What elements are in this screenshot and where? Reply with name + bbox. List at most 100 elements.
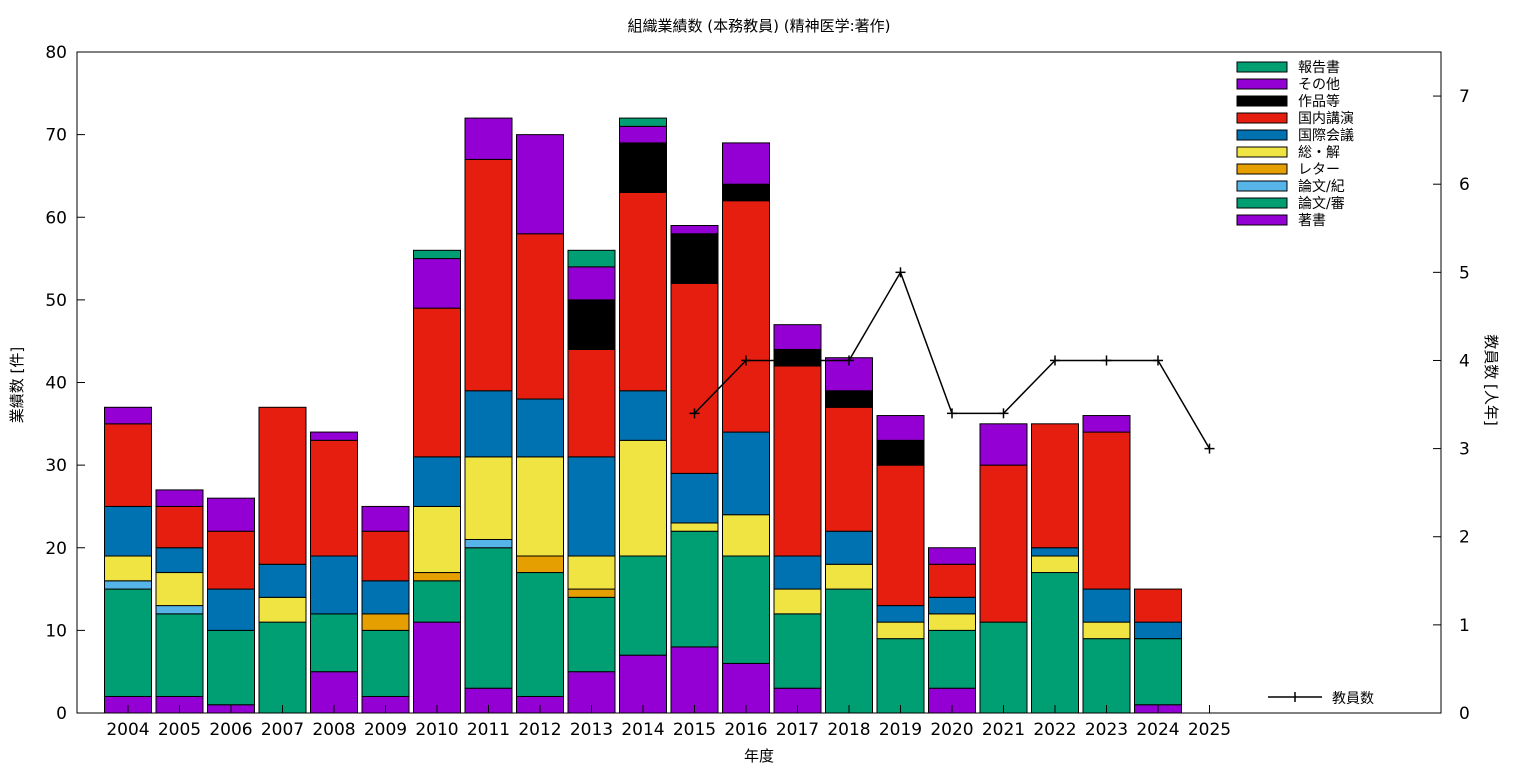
bar-segment-2018-7 bbox=[825, 390, 873, 408]
bar-segment-2004-8 bbox=[104, 406, 152, 425]
bar-segment-2015-5 bbox=[670, 472, 719, 524]
line-point-2016 bbox=[741, 355, 751, 366]
bar-segment-2010-6 bbox=[413, 307, 461, 458]
bar-segment-2005-6 bbox=[155, 505, 204, 549]
bar-segment-2024-5 bbox=[1134, 621, 1182, 640]
bar-segment-2013-8 bbox=[567, 266, 616, 301]
x-tick-label: 2005 bbox=[158, 720, 201, 740]
legend-item: 論文/紀 bbox=[1236, 179, 1345, 195]
bar-segment-2022-1 bbox=[1031, 572, 1079, 714]
bar-segment-2017-1 bbox=[773, 613, 822, 689]
bar-segment-2016-7 bbox=[722, 183, 770, 202]
bar-segment-2010-0 bbox=[413, 621, 461, 714]
bar-segment-2008-8 bbox=[310, 431, 358, 441]
bar-segment-2009-5 bbox=[361, 580, 410, 615]
bar-segment-2023-1 bbox=[1082, 638, 1131, 714]
legend-label: 論文/紀 bbox=[1298, 179, 1345, 195]
bar-segment-2015-0 bbox=[670, 646, 719, 714]
legend-label: 国内講演 bbox=[1298, 111, 1354, 127]
bar-segment-2015-6 bbox=[670, 282, 719, 474]
legend-item: レター bbox=[1236, 162, 1340, 178]
bar-segment-2008-6 bbox=[310, 439, 358, 557]
x-tick-label: 2017 bbox=[776, 720, 819, 740]
legend-item: 作品等 bbox=[1236, 93, 1340, 110]
bar-segment-2015-4 bbox=[670, 522, 719, 532]
y2-tick-label: 2 bbox=[1459, 528, 1470, 548]
bar-segment-2011-4 bbox=[464, 456, 513, 540]
legend-label: 総・解 bbox=[1298, 145, 1340, 161]
legend-item: その他 bbox=[1236, 77, 1340, 93]
x-tick-label: 2010 bbox=[415, 720, 458, 740]
line-point-2018 bbox=[844, 355, 854, 366]
y2-tick-label: 5 bbox=[1459, 263, 1470, 283]
bar-segment-2011-2 bbox=[464, 538, 513, 549]
bar-segment-2019-1 bbox=[876, 638, 925, 714]
y2-axis-label: 教員数 [人年] bbox=[1482, 334, 1500, 425]
bar-segment-2012-3 bbox=[516, 555, 564, 574]
x-tick-label: 2009 bbox=[364, 720, 407, 740]
bar-segment-2013-1 bbox=[567, 596, 616, 673]
line-point-2017 bbox=[792, 355, 803, 366]
bar-segment-2014-4 bbox=[619, 439, 667, 557]
bar-segment-2021-1 bbox=[979, 621, 1028, 714]
legend-swatch bbox=[1236, 163, 1288, 175]
bar-segment-2004-2 bbox=[104, 580, 152, 590]
bar-segment-2004-4 bbox=[104, 555, 152, 582]
bar-segment-2021-8 bbox=[979, 423, 1028, 466]
x-tick-label: 2022 bbox=[1033, 720, 1076, 740]
legend-label: その他 bbox=[1298, 77, 1340, 93]
y-tick-label: 60 bbox=[45, 208, 67, 228]
legend-item: 国内講演 bbox=[1236, 111, 1354, 127]
bar-segment-2020-6 bbox=[928, 563, 976, 598]
x-tick-label: 2012 bbox=[518, 720, 561, 740]
bar-segment-2016-5 bbox=[722, 431, 770, 516]
x-tick-label: 2016 bbox=[724, 720, 767, 740]
bar-segment-2016-1 bbox=[722, 555, 770, 664]
bar-segment-2020-1 bbox=[928, 629, 976, 689]
bar-segment-2019-5 bbox=[876, 605, 925, 623]
bar-segment-2007-5 bbox=[258, 563, 307, 598]
y-tick-label: 80 bbox=[45, 43, 67, 63]
bar-segment-2014-1 bbox=[619, 555, 667, 656]
bar-segment-2010-9 bbox=[413, 249, 461, 260]
bar-segment-2009-3 bbox=[361, 613, 410, 631]
x-tick-label: 2013 bbox=[570, 720, 613, 740]
bar-segment-2009-6 bbox=[361, 530, 410, 582]
x-tick-label: 2007 bbox=[261, 720, 304, 740]
bar-segment-2019-4 bbox=[876, 621, 925, 640]
bar-segment-2022-6 bbox=[1031, 423, 1079, 549]
bar-segment-2005-1 bbox=[155, 613, 204, 697]
axes-layer: 0 10 20 30 40 50 60 70 80 0 1 2 3 4 5 6 7 2004 2005 2006 200… bbox=[45, 43, 1469, 740]
bar-segment-2005-4 bbox=[155, 572, 204, 607]
bar-segment-2007-6 bbox=[258, 406, 307, 565]
y2-tick-label: 3 bbox=[1459, 440, 1470, 460]
y-axis-label: 業績数 [件] bbox=[8, 347, 26, 423]
legend-item: 論文/審 bbox=[1236, 196, 1345, 212]
bar-segment-2013-4 bbox=[567, 555, 616, 590]
y-tick-label: 50 bbox=[45, 291, 67, 311]
bar-segment-2015-8 bbox=[670, 225, 719, 235]
bar-segment-2023-4 bbox=[1082, 621, 1131, 640]
legend-swatch bbox=[1236, 146, 1288, 158]
legend-item: 報告書 bbox=[1236, 60, 1340, 76]
legend-swatch bbox=[1236, 95, 1288, 107]
bar-segment-2010-8 bbox=[413, 258, 461, 309]
bar-segment-2014-5 bbox=[619, 390, 667, 441]
bar-segment-2009-8 bbox=[361, 505, 410, 532]
bar-segment-2019-6 bbox=[876, 464, 925, 607]
x-tick-label: 2011 bbox=[467, 720, 510, 740]
x-tick-label: 2023 bbox=[1085, 720, 1128, 740]
x-tick-label: 2004 bbox=[106, 720, 149, 740]
bar-segment-2012-5 bbox=[516, 398, 564, 458]
bar-segment-2013-7 bbox=[567, 299, 616, 350]
bar-segment-2006-6 bbox=[207, 530, 255, 590]
bar-segment-2005-2 bbox=[155, 605, 204, 615]
bar-segment-2006-5 bbox=[207, 588, 255, 631]
bar-segment-2018-6 bbox=[825, 406, 873, 532]
legend-item: 著書 bbox=[1236, 213, 1326, 229]
bar-segment-2023-5 bbox=[1082, 588, 1131, 623]
bar-segment-2012-8 bbox=[516, 134, 564, 235]
line-faculty-count bbox=[693, 270, 1211, 449]
legend-swatch bbox=[1236, 61, 1288, 73]
